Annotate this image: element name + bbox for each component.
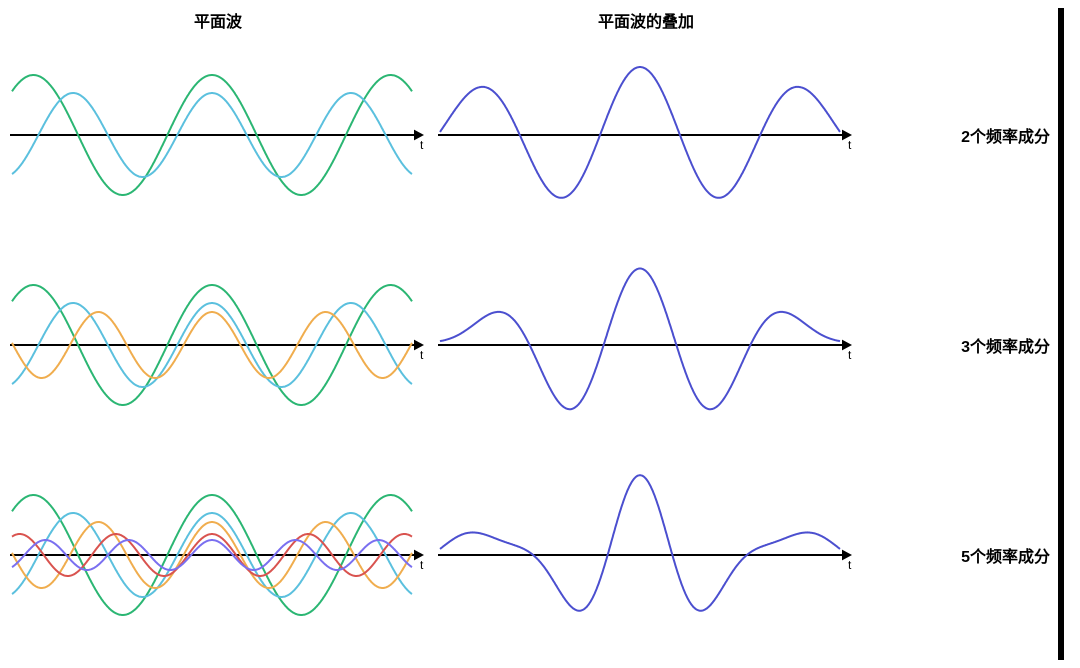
label-r1: 2个频率成分 — [864, 30, 1064, 240]
header-right-bar — [864, 8, 1064, 30]
svg-r2-right: t — [436, 240, 856, 450]
axis-label: t — [420, 558, 424, 572]
cell-r2-right: t — [436, 240, 856, 450]
axis-label: t — [420, 348, 424, 362]
label-r2: 3个频率成分 — [864, 240, 1064, 450]
svg-r1-left: t — [8, 30, 428, 240]
cell-r3-left: t — [8, 450, 428, 660]
axis-label: t — [848, 348, 852, 362]
axis-label: t — [420, 138, 424, 152]
cell-r3-right: t — [436, 450, 856, 660]
header-right: 平面波的叠加 — [436, 8, 856, 30]
label-r3: 5个频率成分 — [864, 450, 1064, 660]
cell-r2-left: t — [8, 240, 428, 450]
svg-r2-left: t — [8, 240, 428, 450]
wave-sum — [440, 269, 840, 410]
cell-r1-left: t — [8, 30, 428, 240]
svg-r3-left: t — [8, 450, 428, 660]
svg-r1-right: t — [436, 30, 856, 240]
diagram-grid: 平面波 平面波的叠加 t t 2个频率成分 t t 3个频率成分 t t 5个频… — [8, 8, 1072, 660]
axis-label: t — [848, 558, 852, 572]
svg-r3-right: t — [436, 450, 856, 660]
cell-r1-right: t — [436, 30, 856, 240]
wave-sum — [440, 67, 840, 198]
wave-sum — [440, 475, 840, 611]
header-left: 平面波 — [8, 8, 428, 30]
axis-label: t — [848, 138, 852, 152]
